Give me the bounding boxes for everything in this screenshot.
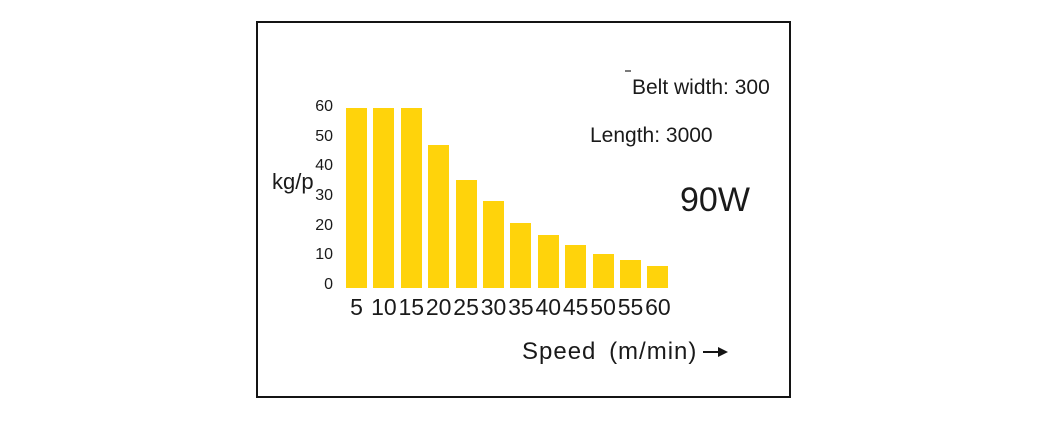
- y-tick-label: 0: [324, 276, 333, 293]
- x-tick-label: 35: [508, 294, 534, 320]
- arrow-shaft: [703, 350, 719, 354]
- length-label: Length: 3000: [590, 124, 713, 147]
- power-rating-label: 90W: [680, 181, 750, 219]
- y-tick-label: 10: [315, 246, 333, 264]
- bar-60: [647, 266, 669, 288]
- bar-15: [400, 108, 422, 288]
- right-arrow-icon: [703, 347, 729, 357]
- bar-45: [565, 244, 587, 288]
- arrow-head: [718, 347, 729, 357]
- y-tick-label: 20: [315, 216, 333, 234]
- bar-5: [346, 108, 367, 288]
- x-tick-label: 20: [425, 294, 452, 320]
- x-tick-label: 10: [371, 294, 397, 320]
- y-tick-label: 60: [315, 97, 333, 115]
- y-tick-label: 30: [315, 186, 333, 204]
- x-tick-label: 25: [453, 294, 479, 320]
- x-tick-label: 15: [398, 294, 425, 320]
- bar-40: [537, 235, 559, 288]
- bar-20: [428, 145, 450, 288]
- x-axis-title: Speed (m/min): [522, 337, 729, 367]
- x-axis-title-text: Speed (m/min): [522, 338, 698, 365]
- bar-35: [510, 222, 532, 288]
- bar-25: [455, 179, 477, 288]
- plot-area: Belt width: 300 Length: 3000 90W kg/p 0 1…: [258, 23, 788, 395]
- y-tick-label: 40: [315, 157, 333, 175]
- x-tick-label: 55: [617, 294, 644, 320]
- x-tick-label: 50: [590, 294, 616, 320]
- bar-30: [483, 201, 504, 288]
- bar-50: [592, 253, 614, 288]
- x-tick-label: 40: [535, 294, 562, 320]
- bar-55: [620, 260, 641, 288]
- y-tick-label: 50: [315, 127, 333, 145]
- chart-panel: Belt width: 300 Length: 3000 90W kg/p 0 1…: [256, 21, 791, 398]
- y-axis-label: kg/p: [272, 169, 314, 194]
- scan-artifact-dot: [625, 70, 631, 72]
- x-tick-label: 5: [350, 294, 363, 320]
- bar-10: [373, 108, 395, 288]
- x-tick-label: 45: [562, 294, 589, 320]
- x-tick-label: 60: [645, 294, 671, 320]
- x-tick-label: 30: [480, 294, 507, 320]
- belt-width-label: Belt width: 300: [632, 76, 770, 99]
